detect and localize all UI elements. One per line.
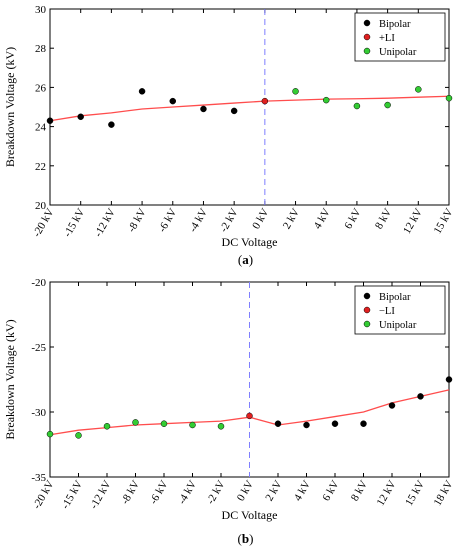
legend: Bipolar +LI Unipolar (354, 12, 446, 62)
x-tick-label: 8 kV (373, 206, 394, 231)
chart-panel-b: -35-30-25-20-20 kV -15 kV -12 kV -8 kV -6 kV… (3, 277, 456, 546)
x-tick-label: -12 kV (88, 478, 114, 511)
legend-label: −LI (379, 306, 395, 317)
caption-letter: a (242, 252, 249, 267)
x-tick-label: -6 kV (148, 478, 171, 506)
legend-marker (363, 306, 371, 314)
x-tick-label: 2 kV (281, 206, 302, 231)
x-tick-label: 8 kV (349, 478, 370, 503)
x-tick-label: -12 kV (92, 206, 118, 239)
x-tick-label: 15 kV (432, 206, 456, 236)
data-point-bipolar (46, 117, 54, 124)
x-tick-label: -4 kV (187, 206, 210, 234)
data-point-unipolar (445, 94, 453, 102)
legend-label: Bipolar (379, 292, 411, 303)
caption-open: ( (238, 252, 242, 267)
caption-close: ) (249, 252, 253, 267)
data-point-unipolar (353, 102, 361, 110)
x-tick-label: 18 kV (432, 478, 456, 508)
y-tick-label: 20 (35, 200, 47, 212)
legend-marker (363, 292, 371, 300)
data-point-unipolar (160, 420, 168, 427)
data-point-bipolar (417, 393, 424, 400)
data-point-unipolar (415, 86, 422, 93)
x-tick-label: 6 kV (320, 478, 341, 503)
data-point-li (261, 97, 269, 105)
panel-caption: (b) (238, 531, 254, 546)
data-point-bipolar (230, 107, 238, 115)
data-point-bipolar (77, 113, 84, 121)
x-tick-label: -2 kV (218, 206, 241, 234)
x-tick-label: -4 kV (176, 478, 199, 506)
data-point-bipolar (445, 376, 453, 383)
x-axis-label: DC Voltage (222, 508, 278, 522)
data-point-li (246, 412, 253, 420)
x-tick-label: 0 kV (250, 206, 271, 231)
x-axis-label: DC Voltage (222, 235, 278, 249)
x-tick-label: 4 kV (292, 478, 313, 503)
x-tick-label: -8 kV (126, 206, 149, 234)
legend-label: Unipolar (379, 47, 417, 58)
x-tick-label: 0 kV (235, 478, 256, 503)
y-axis-label: Breakdown Voltage (kV) (3, 319, 17, 439)
data-point-unipolar (384, 101, 391, 109)
x-tick-label: 4 kV (312, 206, 333, 231)
data-point-bipolar (303, 421, 310, 429)
data-point-unipolar (292, 88, 299, 95)
x-tick-label: -15 kV (61, 206, 87, 239)
caption-open: ( (238, 531, 242, 546)
y-axis-label: Breakdown Voltage (kV) (3, 47, 17, 167)
x-tick-label: -6 kV (156, 206, 179, 234)
legend-marker (363, 19, 371, 27)
data-point-bipolar (274, 420, 282, 427)
data-point-bipolar (360, 420, 367, 427)
trend-line (49, 95, 450, 122)
legend-label: +LI (379, 33, 395, 44)
legend-marker (363, 320, 371, 328)
legend: Bipolar −LI Unipolar (354, 285, 446, 335)
y-tick-label: -30 (31, 407, 46, 419)
caption-close: ) (249, 531, 253, 546)
x-tick-label: -15 kV (59, 478, 85, 511)
y-tick-label: 26 (35, 82, 47, 94)
y-tick-label: -20 (31, 277, 46, 289)
legend-label: Unipolar (379, 320, 417, 331)
data-point-unipolar (103, 423, 111, 430)
y-tick-label: 30 (35, 4, 47, 16)
legend-marker (363, 47, 371, 55)
data-point-unipolar (189, 421, 196, 429)
x-tick-label: -2 kV (205, 478, 228, 506)
data-point-bipolar (108, 121, 115, 128)
data-point-bipolar (331, 420, 339, 427)
caption-letter: b (242, 531, 249, 546)
panel-caption: (a) (238, 252, 253, 267)
x-tick-label: 6 kV (342, 206, 363, 231)
legend-marker (363, 33, 371, 41)
legend-label: Bipolar (379, 19, 411, 30)
data-point-unipolar (75, 432, 82, 439)
y-tick-label: -35 (31, 472, 46, 484)
data-point-unipolar (46, 430, 54, 438)
data-point-unipolar (217, 423, 225, 430)
y-tick-label: 22 (35, 161, 46, 173)
x-tick-label: 15 kV (403, 478, 427, 508)
data-point-bipolar (388, 402, 396, 409)
x-tick-label: 12 kV (401, 206, 425, 236)
data-point-bipolar (169, 97, 177, 105)
y-tick-label: -25 (31, 342, 46, 354)
y-tick-label: 24 (35, 122, 47, 134)
data-point-bipolar (200, 105, 207, 113)
x-tick-label: 2 kV (263, 478, 284, 503)
x-tick-label: -8 kV (119, 478, 142, 506)
data-point-bipolar (138, 88, 146, 95)
data-point-unipolar (132, 419, 139, 426)
data-point-unipolar (322, 96, 330, 104)
x-tick-label: 12 kV (375, 478, 399, 508)
y-tick-label: 28 (35, 43, 47, 55)
